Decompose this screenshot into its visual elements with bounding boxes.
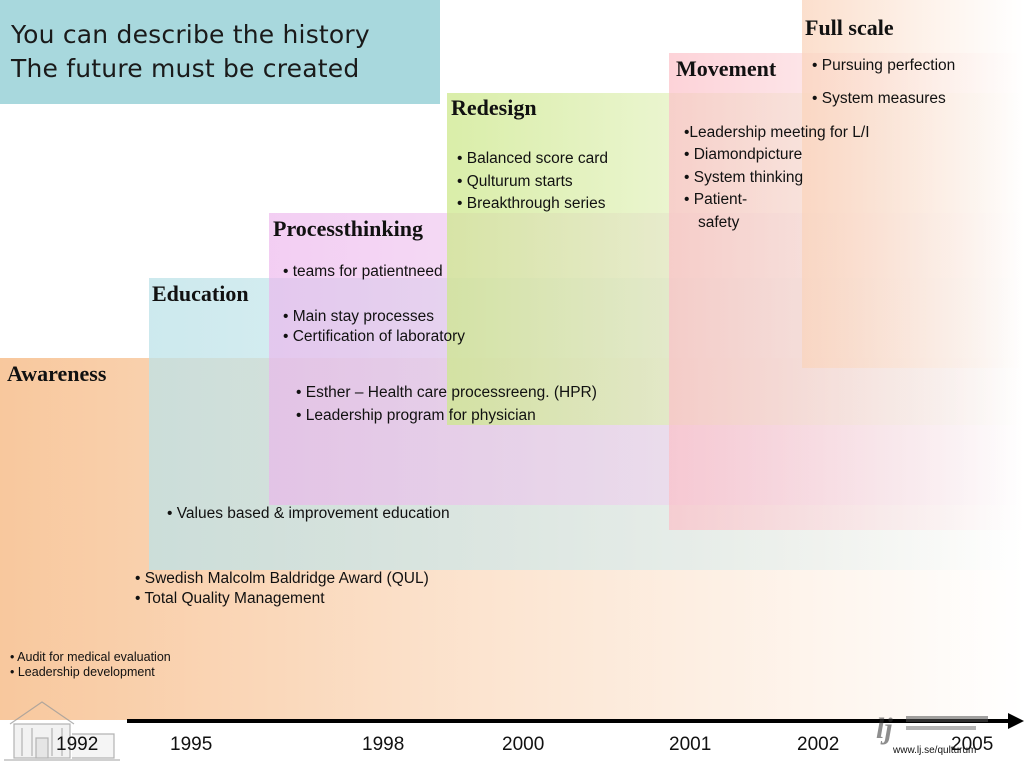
title-line-1: You can describe the history [11, 20, 370, 49]
fullscale-item: • Pursuing perfection [812, 57, 956, 74]
title-line-2: The future must be created [11, 54, 360, 83]
phase-redesign-label: Redesign [451, 95, 537, 120]
processthinking-item: • teams for patientneed [283, 263, 443, 280]
phase-awareness-label: Awareness [7, 361, 107, 386]
movement-item: • Diamondpicture [684, 146, 803, 163]
processthinking-item: • Esther – Health care processreeng. (HP… [296, 384, 597, 401]
year-label: 2001 [669, 734, 712, 755]
arrow-right-icon [1008, 713, 1024, 729]
year-label: 2005 [951, 734, 994, 755]
education-item: • Swedish Malcolm Baldridge Award (QUL) [135, 570, 429, 587]
education-item: • Total Quality Management [135, 590, 325, 607]
processthinking-item: • Certification of laboratory [283, 328, 466, 345]
year-label: 1998 [362, 734, 405, 755]
year-label: 2002 [797, 734, 840, 755]
phase-movement-label: Movement [676, 56, 777, 81]
redesign-item: • Qulturum starts [457, 173, 573, 190]
footer-url: www.lj.se/qulturum [893, 745, 977, 756]
movement-item: • System thinking [684, 169, 804, 186]
title-box: You can describe the history The future … [0, 0, 440, 104]
awareness-item: • Leadership development [10, 665, 155, 679]
redesign-item: • Balanced score card [457, 150, 609, 167]
movement-item: safety [698, 214, 740, 231]
phase-fullscale-label: Full scale [805, 15, 894, 40]
movement-item: • Patient- [684, 191, 748, 208]
phase-processthinking-label: Processthinking [273, 216, 423, 241]
ljungby-logo-icon: lj [876, 712, 988, 745]
processthinking-item: • Main stay processes [283, 308, 435, 325]
fullscale-item: • System measures [812, 90, 946, 107]
year-label: 1995 [170, 734, 213, 755]
processthinking-item: • Leadership program for physician [296, 407, 536, 424]
year-label: 2000 [502, 734, 545, 755]
phase-education-label: Education [152, 281, 249, 306]
building-icon [4, 701, 120, 761]
year-label: 1992 [56, 734, 99, 755]
movement-item: •Leadership meeting for L/I [684, 124, 870, 141]
svg-text:lj: lj [876, 712, 893, 745]
timeline-axis [127, 719, 1012, 723]
redesign-item: • Breakthrough series [457, 195, 606, 212]
awareness-item: • Audit for medical evaluation [10, 650, 171, 664]
education-item: • Values based & improvement education [167, 505, 450, 522]
fullscale-block [802, 0, 1024, 368]
